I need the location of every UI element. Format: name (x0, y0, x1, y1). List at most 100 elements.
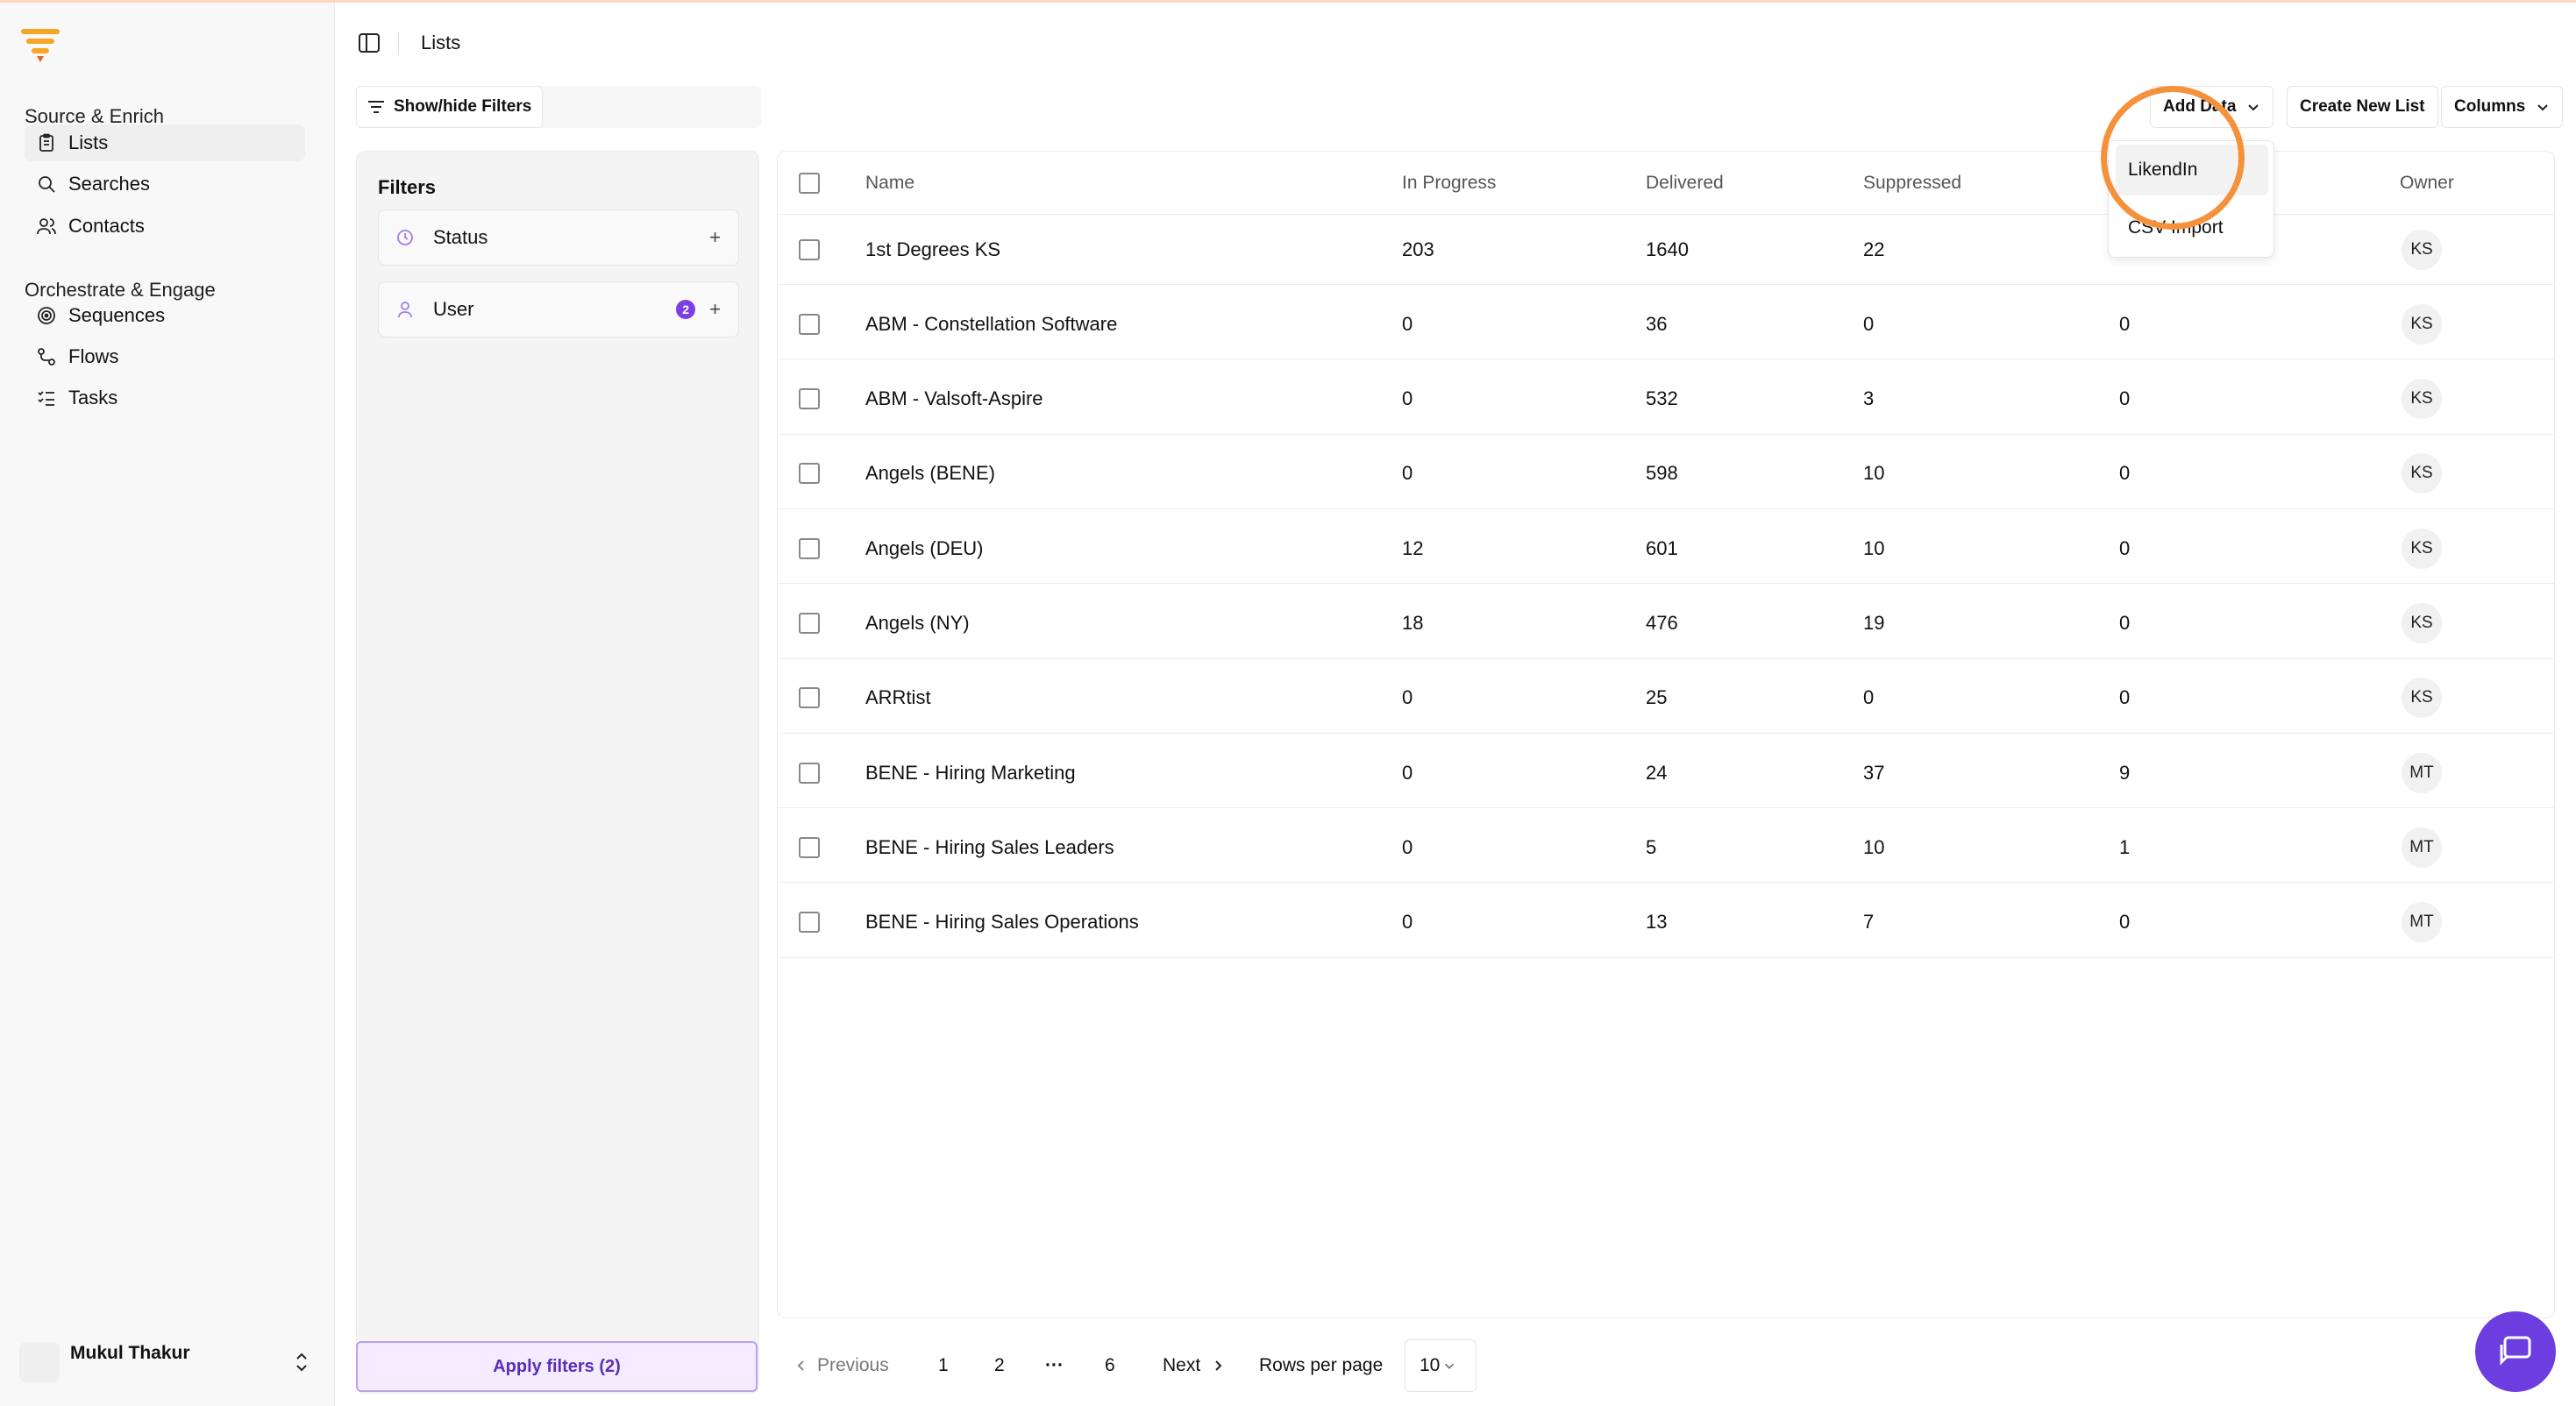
sidebar-item-searches[interactable]: Searches (25, 166, 305, 202)
top-accent-bar (0, 0, 2576, 3)
cell-suppressed: 0 (1863, 312, 1875, 335)
column-header-delivered[interactable]: Delivered (1646, 172, 1724, 193)
row-checkbox[interactable] (799, 912, 820, 934)
owner-avatar: MT (2402, 902, 2442, 943)
columns-button[interactable]: Columns (2441, 86, 2564, 128)
columns-label: Columns (2454, 97, 2526, 116)
page-2-button[interactable]: 2 (994, 1355, 1005, 1375)
add-data-button[interactable]: Add Data (2150, 86, 2274, 128)
sidebar-item-lists[interactable]: Lists (25, 124, 305, 161)
owner-avatar: KS (2402, 528, 2442, 569)
sidebar-toggle-icon[interactable] (358, 32, 381, 54)
chat-icon (2500, 1336, 2531, 1366)
next-page-button[interactable]: Next (1163, 1341, 1225, 1390)
cell-name[interactable]: Angels (BENE) (865, 462, 995, 485)
rows-per-page-label: Rows per page (1259, 1355, 1384, 1375)
owner-avatar: KS (2402, 603, 2442, 643)
pagination-ellipsis: ··· (1045, 1355, 1064, 1375)
previous-page-button[interactable]: Previous (794, 1341, 889, 1390)
cell-name[interactable]: ABM - Constellation Software (865, 312, 1118, 335)
cell-delivered: 598 (1646, 462, 1678, 485)
cell-suppressed: 10 (1863, 835, 1885, 858)
cell-suppressed: 3 (1863, 387, 1875, 410)
table-row[interactable]: 1st Degrees KS 203 1640 22 KS (778, 215, 2554, 285)
create-new-list-button[interactable]: Create New List (2287, 86, 2438, 128)
row-checkbox[interactable] (799, 836, 820, 858)
sidebar-item-label: Contacts (68, 215, 145, 237)
create-new-list-label: Create New List (2300, 97, 2425, 116)
table-row[interactable]: Angels (BENE) 0 598 10 0 KS (778, 439, 2554, 509)
row-checkbox[interactable] (799, 313, 820, 335)
dropdown-item-csv-import[interactable]: CSV Import (2128, 217, 2224, 238)
show-hide-filters-button[interactable]: Show/hide Filters (356, 86, 544, 128)
cell-name[interactable]: Angels (DEU) (865, 536, 984, 559)
next-label: Next (1163, 1355, 1201, 1375)
cell-in-progress: 0 (1402, 312, 1413, 335)
sidebar-item-label: Searches (68, 173, 150, 195)
add-user-filter-icon[interactable]: + (709, 298, 721, 320)
breadcrumb: Lists (421, 32, 461, 53)
users-icon (37, 218, 56, 235)
sidebar-item-label: Flows (68, 345, 119, 367)
cell-name[interactable]: ARRtist (865, 686, 931, 709)
cell-count: 0 (2119, 536, 2131, 559)
cell-name[interactable]: Angels (NY) (865, 612, 970, 634)
row-checkbox[interactable] (799, 388, 820, 410)
table-row[interactable]: ABM - Constellation Software 0 36 0 0 KS (778, 289, 2554, 360)
add-data-label: Add Data (2163, 97, 2237, 116)
table-row[interactable]: BENE - Hiring Sales Operations 0 13 7 0 MT (778, 888, 2554, 958)
user-menu[interactable]: Mukul Thakur (19, 1336, 317, 1388)
row-checkbox[interactable] (799, 238, 820, 260)
select-all-checkbox[interactable] (799, 172, 820, 194)
column-header-owner[interactable]: Owner (2400, 172, 2454, 193)
row-checkbox[interactable] (799, 613, 820, 634)
chat-support-button[interactable] (2475, 1311, 2556, 1392)
filter-status[interactable]: Status + (378, 209, 739, 266)
apply-filters-button[interactable]: Apply filters (2) (356, 1341, 758, 1392)
table-row[interactable]: Angels (DEU) 12 601 10 0 KS (778, 514, 2554, 585)
row-checkbox[interactable] (799, 463, 820, 485)
column-header-name[interactable]: Name (865, 172, 915, 193)
table-row[interactable]: BENE - Hiring Sales Leaders 0 5 10 1 MT (778, 813, 2554, 884)
table-row[interactable]: ABM - Valsoft-Aspire 0 532 3 0 KS (778, 365, 2554, 435)
row-checkbox[interactable] (799, 537, 820, 559)
cell-in-progress: 0 (1402, 686, 1413, 709)
filter-icon (368, 101, 384, 113)
row-checkbox[interactable] (799, 762, 820, 784)
sidebar-item-flows[interactable]: Flows (25, 338, 305, 375)
table-row[interactable]: ARRtist 0 25 0 0 KS (778, 664, 2554, 734)
sidebar-item-sequences[interactable]: Sequences (25, 297, 305, 334)
sidebar-item-label: Tasks (68, 387, 118, 408)
page-6-button[interactable]: 6 (1105, 1355, 1115, 1375)
nav-section-source-enrich: Source & Enrich (25, 105, 164, 127)
cell-name[interactable]: 1st Degrees KS (865, 238, 1001, 260)
sidebar-item-contacts[interactable]: Contacts (25, 208, 305, 245)
table-row[interactable]: Angels (NY) 18 476 19 0 KS (778, 589, 2554, 659)
cell-name[interactable]: BENE - Hiring Marketing (865, 761, 1076, 784)
column-header-in-progress[interactable]: In Progress (1402, 172, 1497, 193)
cell-name[interactable]: BENE - Hiring Sales Operations (865, 911, 1139, 934)
cell-delivered: 36 (1646, 312, 1668, 335)
cell-name[interactable]: ABM - Valsoft-Aspire (865, 387, 1043, 410)
cell-delivered: 24 (1646, 761, 1668, 784)
chevron-left-icon (797, 1360, 804, 1371)
cell-in-progress: 12 (1402, 536, 1424, 559)
sidebar-item-tasks[interactable]: Tasks (25, 380, 305, 416)
dropdown-item-linkedin[interactable]: LikendIn (2116, 145, 2268, 195)
table-row[interactable]: BENE - Hiring Marketing 0 24 37 9 MT (778, 738, 2554, 809)
column-header-suppressed[interactable]: Suppressed (1863, 172, 1962, 193)
page-1-button[interactable]: 1 (938, 1355, 949, 1375)
rows-per-page-select[interactable]: 10 (1405, 1339, 1477, 1392)
cell-count: 0 (2119, 387, 2131, 410)
add-status-filter-icon[interactable]: + (709, 226, 721, 248)
user-icon (398, 302, 412, 318)
tasks-icon (38, 391, 54, 406)
chevron-up-down-icon[interactable] (293, 1350, 310, 1374)
brand-logo-icon[interactable] (19, 27, 63, 64)
cell-name[interactable]: BENE - Hiring Sales Leaders (865, 835, 1114, 858)
table-header: Name In Progress Delivered Suppressed Ow… (778, 152, 2554, 215)
cell-delivered: 1640 (1646, 238, 1689, 260)
owner-avatar: KS (2402, 379, 2442, 420)
filter-user[interactable]: User 2 + (378, 281, 739, 337)
row-checkbox[interactable] (799, 687, 820, 709)
